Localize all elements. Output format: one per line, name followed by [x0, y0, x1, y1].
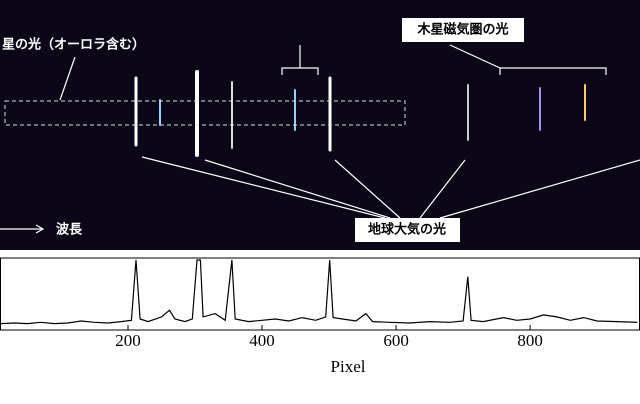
slit-box [4, 100, 406, 126]
x-tick-label: 600 [383, 331, 409, 350]
x-tick-label: 800 [517, 331, 543, 350]
label-box [355, 218, 460, 242]
spectrum-line [0, 259, 638, 325]
annotation: 木星磁気圏の光 [416, 22, 508, 38]
label-box [402, 18, 524, 42]
arrows [0, 44, 640, 234]
x-axis-label: Pixel [331, 357, 366, 376]
annotation: 地球大気の光 [368, 222, 446, 238]
annotation: 星の光（オーロラ含む） [2, 37, 145, 53]
x-tick-label: 200 [115, 331, 141, 350]
annotation: 波長 [56, 222, 83, 238]
x-tick-label: 400 [249, 331, 275, 350]
emission-lines [134, 70, 586, 157]
